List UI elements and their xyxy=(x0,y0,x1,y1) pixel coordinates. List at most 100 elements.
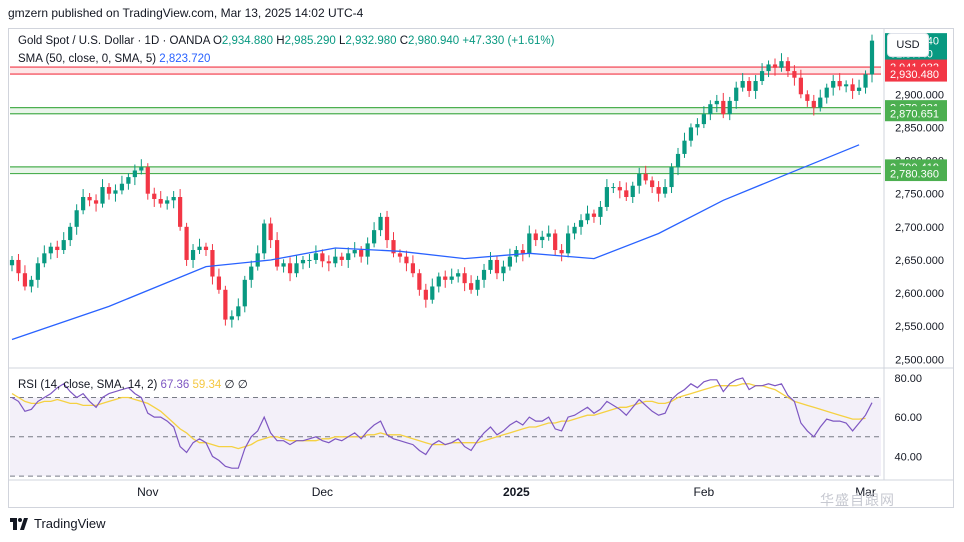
candle xyxy=(249,266,254,280)
candle xyxy=(708,104,713,115)
zone-0 xyxy=(10,67,881,75)
main-legend: Gold Spot / U.S. Dollar · 1D · OANDA O 2,… xyxy=(18,35,555,47)
candle xyxy=(391,240,396,254)
candle xyxy=(637,173,642,186)
footer-brand[interactable]: TradingView xyxy=(10,516,106,531)
candle xyxy=(359,250,364,257)
rsi-sma-line xyxy=(11,383,866,450)
candle xyxy=(863,74,868,88)
rsi-line xyxy=(11,377,873,469)
candle xyxy=(462,273,467,284)
candle xyxy=(171,197,176,201)
candle xyxy=(184,226,189,260)
candle xyxy=(87,197,92,201)
time-tick-label: Nov xyxy=(137,485,158,499)
candle xyxy=(281,263,286,267)
candle xyxy=(132,170,137,178)
candle xyxy=(669,167,674,188)
candle xyxy=(572,226,577,234)
chart-frame[interactable] xyxy=(8,28,954,508)
publisher-line: gmzern published on TradingView.com, Mar… xyxy=(8,6,364,20)
price-tick-label: 2,650.000 xyxy=(895,255,944,267)
open-label: O xyxy=(212,35,222,47)
candle xyxy=(650,180,655,188)
candle xyxy=(753,81,758,91)
candle xyxy=(255,253,260,267)
candles-layer xyxy=(9,34,875,328)
candle xyxy=(275,240,280,267)
sma-legend: SMA (50, close, 0, SMA, 5) 2,823.720 xyxy=(18,53,210,65)
candle xyxy=(378,216,383,231)
candle xyxy=(553,233,558,251)
candle xyxy=(320,253,325,262)
candle xyxy=(468,283,474,290)
candle xyxy=(307,259,312,261)
zones-layer xyxy=(10,66,881,175)
candle xyxy=(352,250,357,254)
candle xyxy=(449,276,454,280)
candle xyxy=(824,87,829,98)
candle xyxy=(688,127,694,141)
candle xyxy=(818,97,823,108)
price-tick-label: 2,750.000 xyxy=(895,189,944,201)
price-label-text: 2,780.360 xyxy=(890,169,939,181)
rsi-tick-label: 60.00 xyxy=(894,412,922,424)
candle xyxy=(734,87,739,101)
candle xyxy=(759,71,765,82)
candle xyxy=(93,200,99,204)
candle xyxy=(55,246,60,251)
time-tick-label: 2025 xyxy=(503,485,530,499)
candle xyxy=(695,124,700,128)
candle xyxy=(384,216,390,241)
candle xyxy=(223,289,228,320)
low-value: 2,932.980 xyxy=(345,35,397,47)
candle xyxy=(527,233,532,254)
candle xyxy=(397,253,403,257)
price-label-text: 2,930.480 xyxy=(890,69,939,81)
candle xyxy=(494,259,500,274)
candle xyxy=(611,187,616,189)
price-tick-label: 2,700.000 xyxy=(895,222,944,234)
candle xyxy=(766,64,771,72)
candle xyxy=(436,276,441,287)
candle xyxy=(624,190,629,197)
candle xyxy=(158,198,163,204)
candle xyxy=(68,226,73,241)
sma-label: SMA (50, close, 0, SMA, 5) xyxy=(18,53,157,65)
rsi-value: 67.36 xyxy=(160,379,190,391)
candle xyxy=(294,263,299,274)
candle xyxy=(456,273,461,277)
candle xyxy=(236,306,241,317)
candle xyxy=(326,261,331,264)
candle xyxy=(152,193,157,199)
candle xyxy=(792,71,797,78)
candle xyxy=(190,250,196,260)
price-tick-label: 2,500.000 xyxy=(895,354,944,366)
zone-1 xyxy=(10,107,881,114)
candle xyxy=(210,250,215,277)
candle xyxy=(126,177,131,184)
candle xyxy=(417,273,422,290)
time-tick-label: Mar xyxy=(855,485,876,499)
symbol-title: Gold Spot / U.S. Dollar · 1D · OANDA xyxy=(18,35,210,47)
candle xyxy=(430,286,435,300)
candle xyxy=(9,259,15,266)
candle xyxy=(546,233,551,237)
candle xyxy=(682,140,687,154)
candle xyxy=(559,250,564,254)
candle xyxy=(165,200,170,204)
candle xyxy=(287,263,293,274)
candle xyxy=(675,153,681,168)
currency-button[interactable]: USD xyxy=(887,33,929,57)
time-axis: Nov Dec 2025 Feb Mar xyxy=(137,485,876,499)
candle xyxy=(100,187,105,204)
candle xyxy=(514,250,519,257)
candle xyxy=(844,84,849,87)
candle xyxy=(747,81,752,91)
candle xyxy=(520,250,525,254)
candle xyxy=(714,100,719,105)
candle xyxy=(811,100,816,108)
candle xyxy=(585,213,590,221)
candle xyxy=(262,223,267,254)
